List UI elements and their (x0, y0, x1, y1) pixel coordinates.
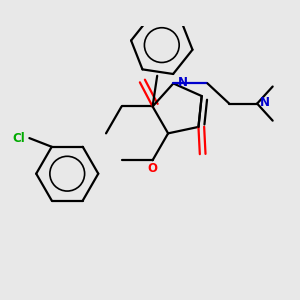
Text: O: O (148, 162, 158, 175)
Text: N: N (260, 96, 270, 109)
Text: N: N (178, 76, 188, 89)
Text: Cl: Cl (13, 132, 25, 145)
